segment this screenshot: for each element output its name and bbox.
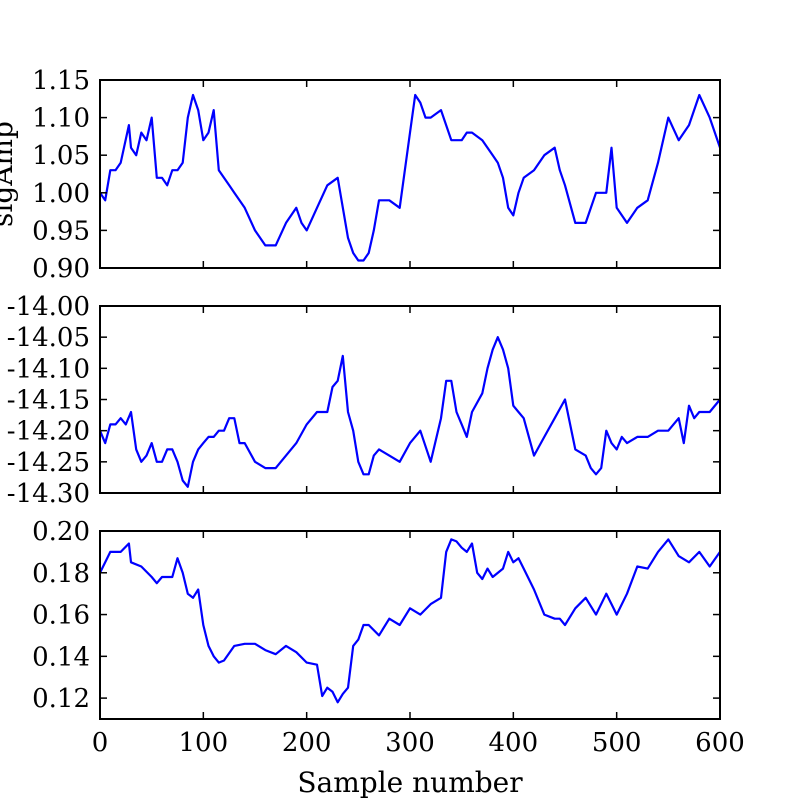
y-tick-label: 1.00	[32, 179, 90, 209]
y-tick-label: 0.12	[32, 684, 90, 714]
x-tick-label: 100	[179, 728, 229, 758]
x-tick-label: 200	[282, 728, 332, 758]
y-tick-label: -14.00	[7, 292, 90, 322]
y-tick-label: 0.20	[32, 517, 90, 547]
plot-frame	[99, 530, 721, 720]
y-tick-label: 0.14	[32, 642, 90, 672]
y-tick-label: -14.30	[7, 479, 90, 509]
y-tick-label: 0.90	[32, 254, 90, 284]
y-tick-label: 0.18	[32, 559, 90, 589]
y-tick-label: 1.05	[32, 141, 90, 171]
y-tick-label: -14.20	[7, 417, 90, 447]
y-tick-label: -14.25	[7, 448, 90, 478]
y-tick-label: 0.16	[32, 601, 90, 631]
x-tick-label: 600	[695, 728, 745, 758]
data-line	[98, 336, 721, 488]
y-tick-label: -14.10	[7, 354, 90, 384]
data-line	[99, 538, 721, 704]
subplot-2: -14.30-14.25-14.20-14.15-14.10-14.05-14.…	[7, 292, 721, 509]
y-axis-label: sigAmp	[0, 121, 19, 227]
y-tick-label: -14.05	[7, 323, 90, 353]
x-tick-label: 500	[592, 728, 642, 758]
y-tick-label: 0.95	[32, 216, 90, 246]
y-tick-label: 1.15	[32, 66, 90, 96]
subplot-1: 0.90 0.95 1.00 1.05 1.10 1.15 sigAmp	[0, 66, 722, 284]
x-axis-label: Sample number	[297, 766, 523, 799]
x-tick-label: 0	[92, 728, 109, 758]
plot-frame	[99, 79, 721, 269]
subplot-3: 0 100 200 300 400 500 600 0.12 0.14 0.16 0.18 0.20 S…	[32, 517, 745, 799]
data-line	[99, 93, 722, 262]
x-tick-label: 400	[489, 728, 539, 758]
y-tick-label: 1.10	[32, 104, 90, 134]
y-tick-label: -14.15	[7, 386, 90, 416]
x-tick-label: 300	[385, 728, 435, 758]
